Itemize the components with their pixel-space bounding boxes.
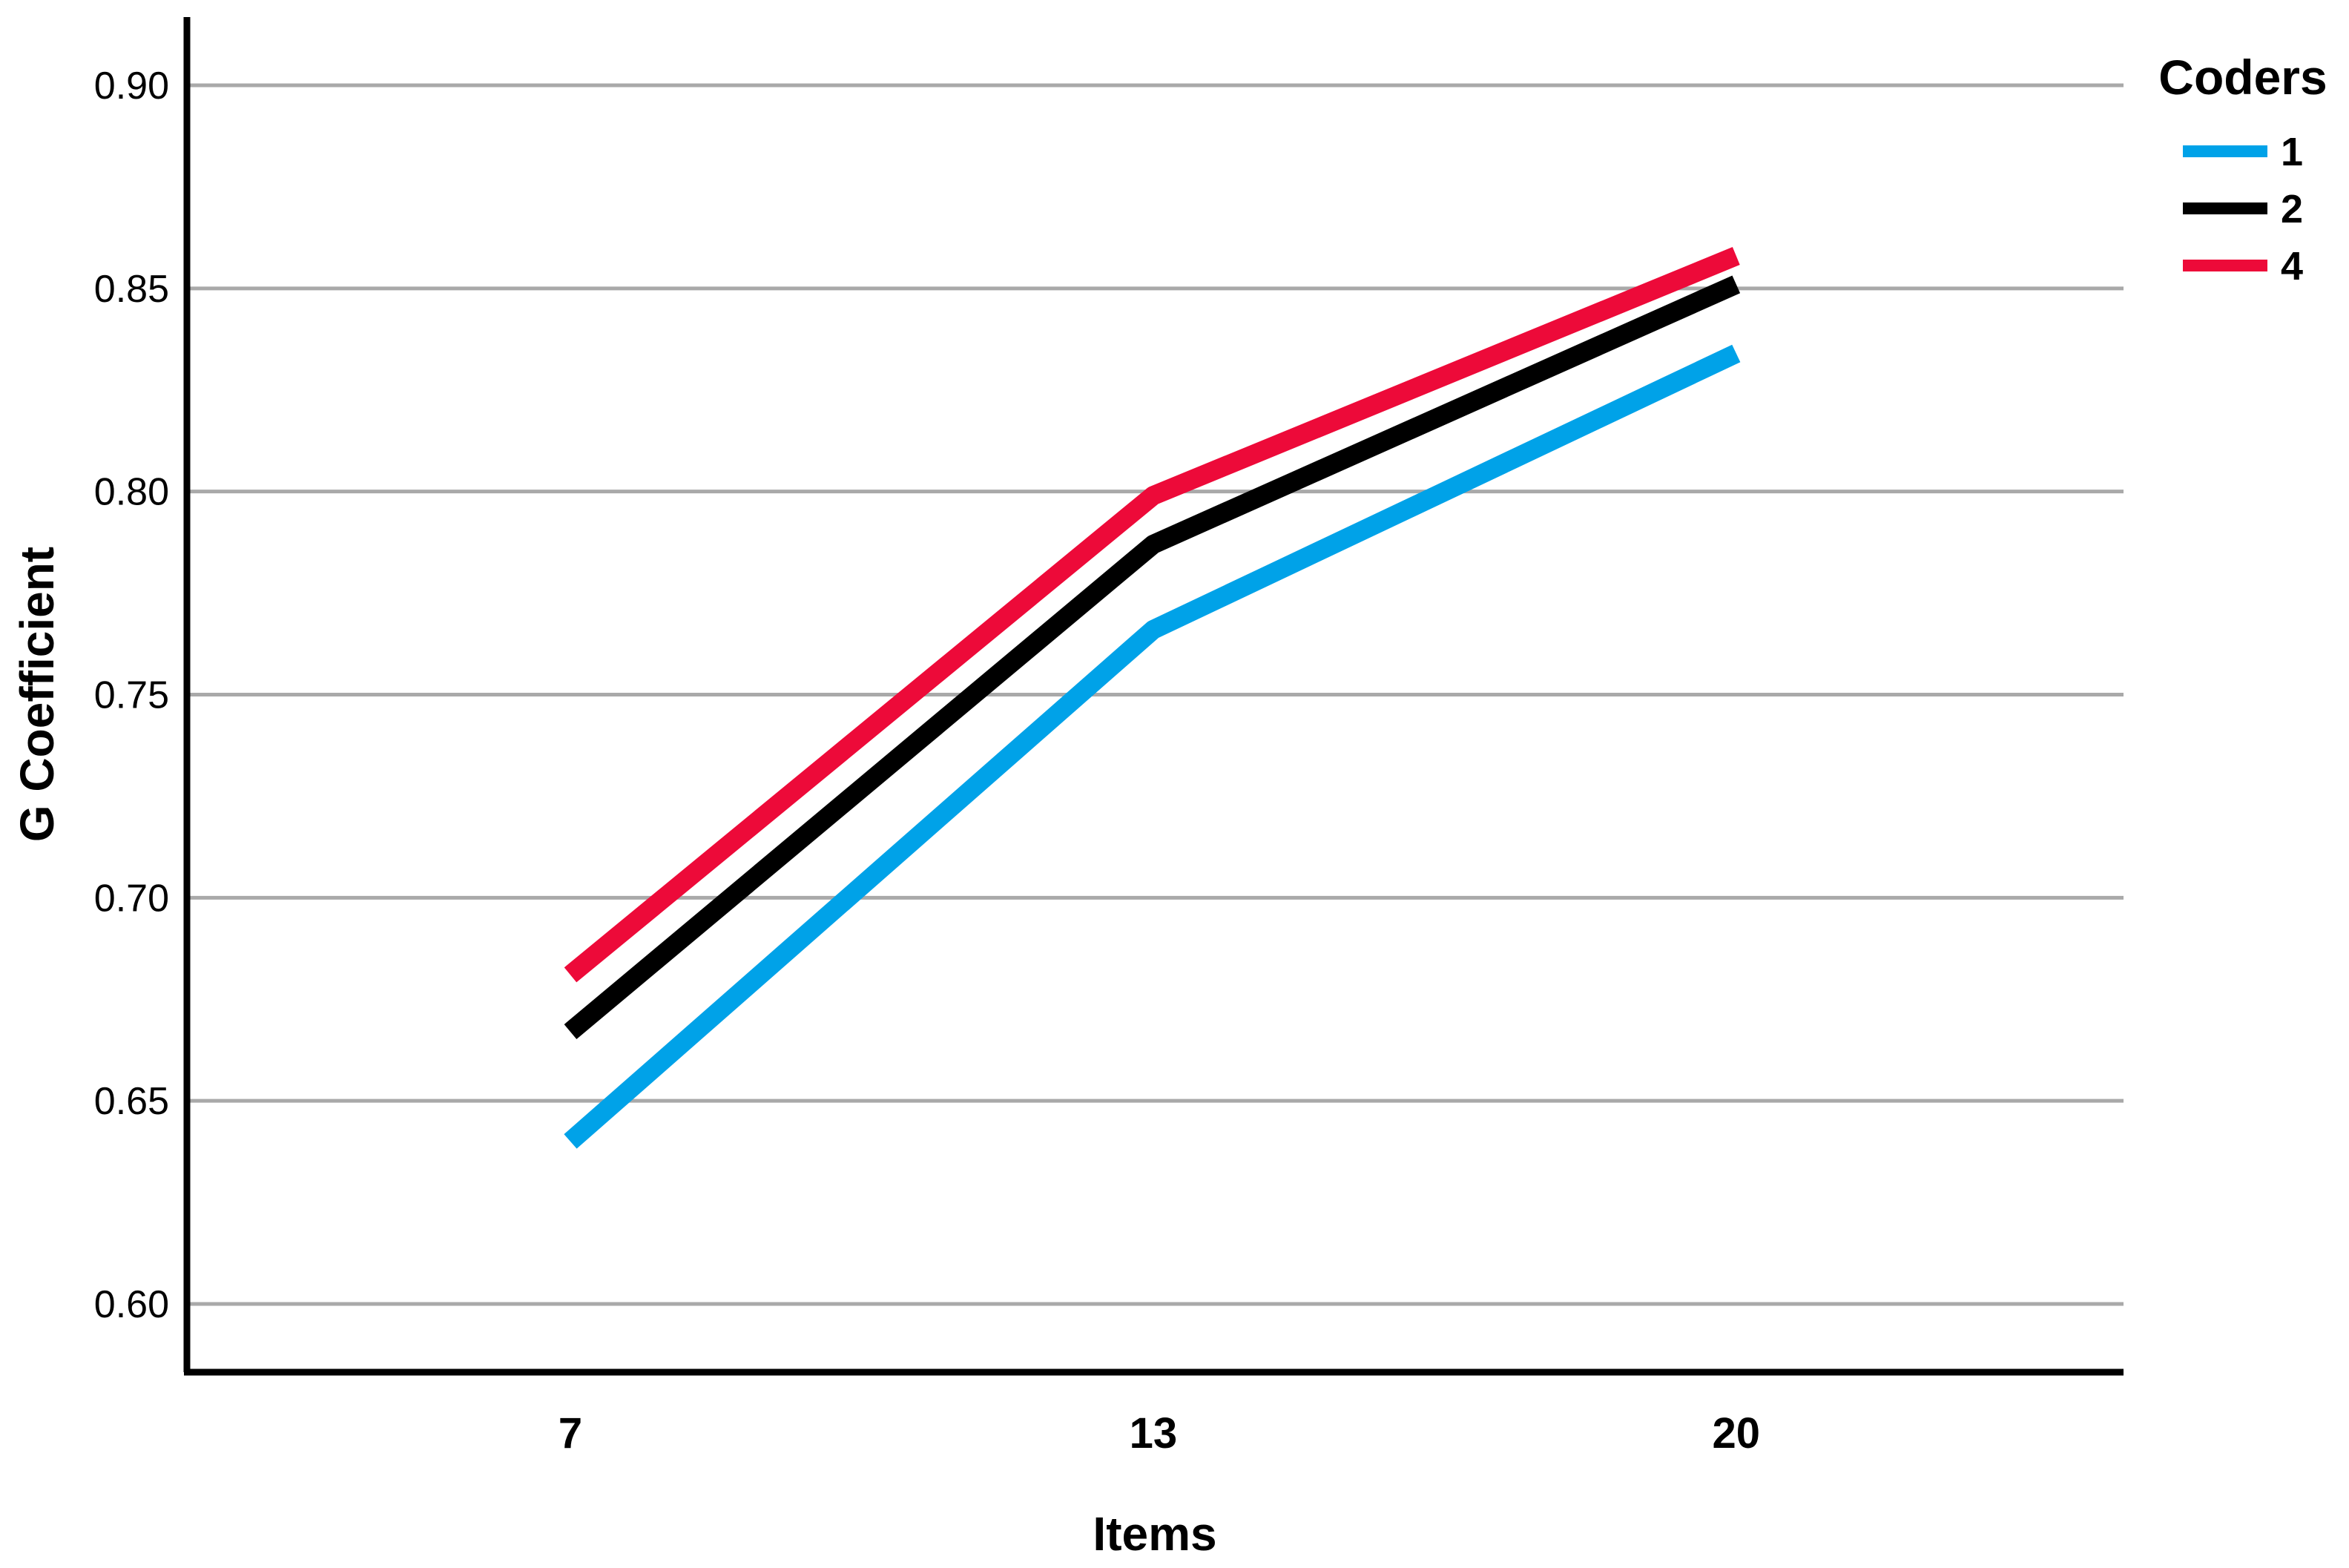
series-line-coders-4 [564,246,1740,983]
axes-group [183,17,2124,1376]
legend-label-coders-2: 2 [2281,187,2303,231]
y-tick-label: 0.65 [94,1080,169,1123]
x-tick-labels: 7 13 20 [559,1409,1760,1457]
y-tick-label: 0.70 [94,877,169,920]
y-tick-label: 0.90 [94,65,169,108]
gridlines-group [187,83,2124,1306]
y-tick-label: 0.80 [94,471,169,514]
y-axis-title: G Coefficient [10,547,64,842]
series-group [564,246,1741,1149]
legend-title: Coders [2158,50,2327,105]
legend-label-coders-1: 1 [2281,130,2303,174]
legend-label-coders-4: 4 [2281,244,2303,289]
legend-group: Coders 1 2 4 [2158,50,2327,289]
x-tick-label: 7 [559,1409,582,1457]
series-line-coders-2 [564,275,1741,1040]
y-tick-labels: 0.90 0.85 0.80 0.75 0.70 0.65 0.60 [94,65,169,1326]
y-tick-label: 0.75 [94,673,169,717]
y-tick-label: 0.60 [94,1283,169,1326]
series-line-coders-1 [564,344,1741,1149]
x-tick-label: 20 [1713,1409,1761,1457]
y-tick-label: 0.85 [94,268,169,311]
x-axis-title: Items [1093,1507,1216,1561]
x-tick-label: 13 [1130,1409,1178,1457]
